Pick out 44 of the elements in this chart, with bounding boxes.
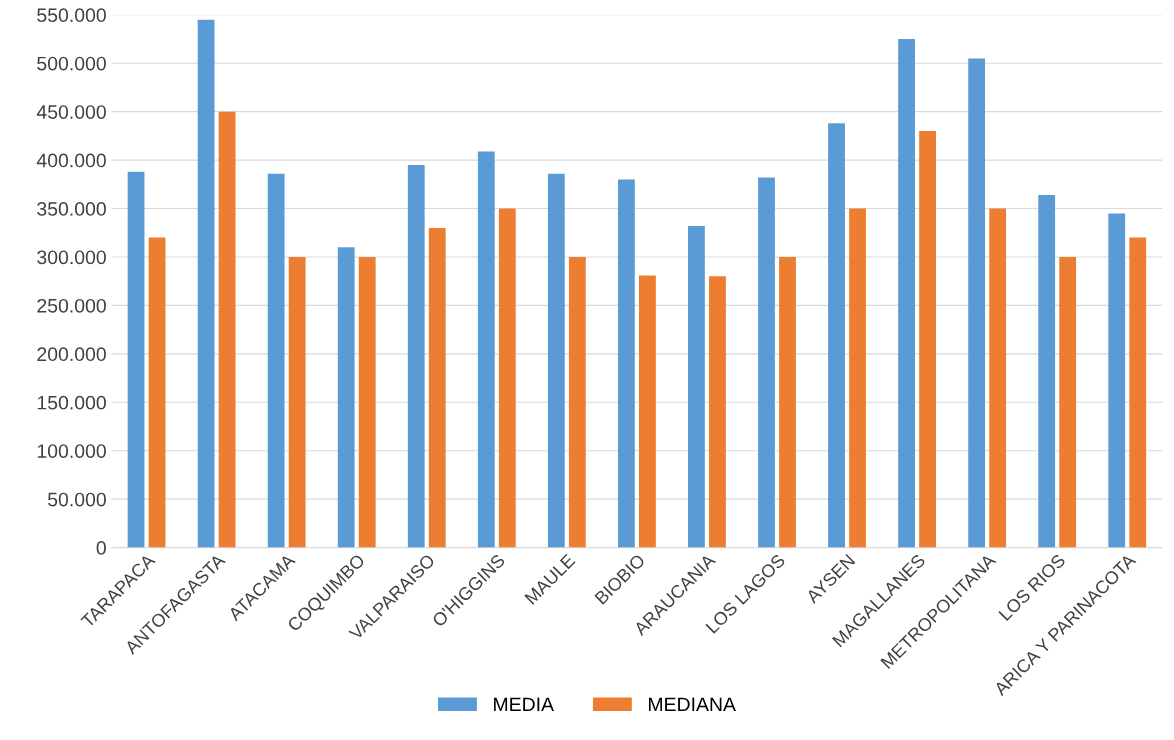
bar <box>127 171 145 548</box>
y-tick-label: 200.000 <box>37 347 106 362</box>
bar <box>477 151 495 548</box>
bar <box>898 39 915 548</box>
bar <box>148 237 166 548</box>
bar <box>779 256 796 548</box>
bar <box>968 58 986 548</box>
bar <box>358 256 376 548</box>
y-tick-label: 500.000 <box>37 56 106 71</box>
bar <box>688 225 705 548</box>
bar <box>568 256 586 548</box>
bar <box>989 208 1007 548</box>
bar <box>1108 213 1126 548</box>
bar <box>218 111 236 548</box>
bar <box>288 256 306 548</box>
bar <box>709 276 726 548</box>
y-tick-label: 50.000 <box>47 492 106 507</box>
bar <box>919 131 936 548</box>
bar <box>849 208 866 548</box>
legend-label: MEDIA <box>494 697 555 712</box>
bar <box>267 173 285 548</box>
legend-label: MEDIANA <box>648 697 736 712</box>
bar <box>758 177 775 548</box>
bar <box>197 19 215 548</box>
bar <box>547 173 565 548</box>
bar <box>1038 194 1056 548</box>
bar <box>1059 256 1077 548</box>
y-tick-label: 150.000 <box>37 395 106 410</box>
y-tick-label: 350.000 <box>37 202 106 216</box>
bar <box>828 123 845 548</box>
y-tick-label: 250.000 <box>37 298 106 313</box>
bar <box>428 227 446 548</box>
y-tick-label: 100.000 <box>37 444 106 458</box>
bar <box>1129 237 1147 548</box>
bar <box>337 247 355 548</box>
y-tick-label: 550.000 <box>37 8 106 23</box>
y-tick-label: 0 <box>96 541 106 555</box>
bar <box>617 179 635 548</box>
bar <box>407 164 425 548</box>
y-tick-label: 300.000 <box>37 250 106 265</box>
y-tick-label: 450.000 <box>36 105 106 119</box>
bar <box>639 275 656 548</box>
bar <box>498 208 516 548</box>
y-tick-label: 400.000 <box>36 153 106 168</box>
